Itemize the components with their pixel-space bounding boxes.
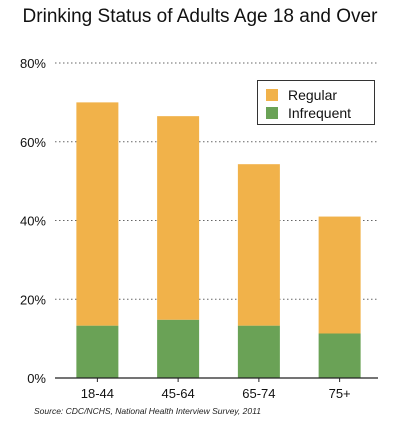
bar-infrequent xyxy=(157,319,200,378)
legend-label-regular: Regular xyxy=(288,87,338,103)
x-tick-label: 65-74 xyxy=(242,386,275,401)
y-tick-label: 60% xyxy=(20,135,46,150)
legend: Regular Infrequent xyxy=(257,80,375,125)
bar-infrequent xyxy=(76,325,119,378)
bar-infrequent xyxy=(237,325,280,378)
legend-swatch-infrequent xyxy=(266,107,278,119)
x-tick-label: 18-44 xyxy=(81,386,114,401)
x-tick-label: 45-64 xyxy=(162,386,195,401)
bar-regular xyxy=(318,216,361,334)
chart-title: Drinking Status of Adults Age 18 and Ove… xyxy=(22,6,378,27)
bar-regular xyxy=(237,164,280,326)
x-tick-label: 75+ xyxy=(329,386,351,401)
legend-item-regular: Regular xyxy=(266,86,374,104)
legend-swatch-regular xyxy=(266,89,278,101)
y-tick-label: 20% xyxy=(20,292,46,307)
bar-regular xyxy=(76,102,119,326)
bar-infrequent xyxy=(318,333,361,378)
y-tick-label: 80% xyxy=(20,56,46,71)
y-tick-label: 40% xyxy=(20,214,46,229)
source-note: Source: CDC/NCHS, National Health Interv… xyxy=(34,406,261,416)
bar-regular xyxy=(157,116,200,320)
y-tick-label: 0% xyxy=(27,371,46,386)
legend-label-infrequent: Infrequent xyxy=(288,105,352,121)
legend-item-infrequent: Infrequent xyxy=(266,104,374,122)
